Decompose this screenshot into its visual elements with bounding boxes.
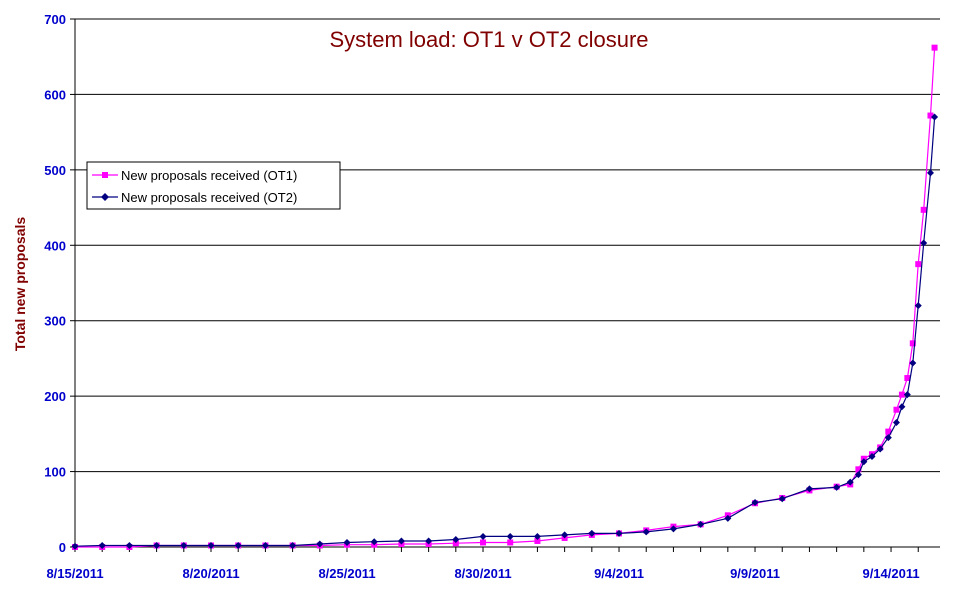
data-point-square xyxy=(507,539,514,546)
legend-swatch-ot2-marker xyxy=(101,193,109,201)
legend-label-ot2: New proposals received (OT2) xyxy=(121,190,297,205)
data-point-diamond xyxy=(697,520,705,528)
data-point-diamond xyxy=(588,529,596,537)
y-tick-label: 200 xyxy=(44,389,66,404)
data-point-diamond xyxy=(892,419,900,427)
series-layer xyxy=(71,44,939,550)
data-point-diamond xyxy=(533,532,541,540)
data-point-square xyxy=(855,466,862,473)
data-point-diamond xyxy=(926,169,934,177)
data-point-diamond xyxy=(425,537,433,545)
data-point-diamond xyxy=(868,452,876,460)
data-point-diamond xyxy=(884,434,892,442)
legend-label-ot1: New proposals received (OT1) xyxy=(121,168,297,183)
data-point-diamond xyxy=(207,541,215,549)
y-tick-label: 100 xyxy=(44,465,66,480)
data-point-square xyxy=(920,206,927,213)
chart-title: System load: OT1 v OT2 closure xyxy=(329,27,648,52)
data-point-square xyxy=(909,340,916,347)
data-point-diamond xyxy=(316,540,324,548)
data-point-diamond xyxy=(751,498,759,506)
data-point-diamond xyxy=(903,391,911,399)
data-point-square xyxy=(898,391,905,398)
data-point-diamond xyxy=(876,445,884,453)
data-point-diamond xyxy=(506,532,514,540)
x-tick-label: 8/25/2011 xyxy=(318,566,375,581)
data-point-diamond xyxy=(71,542,79,550)
data-point-square xyxy=(904,375,911,382)
data-point-diamond xyxy=(724,514,732,522)
data-point-diamond xyxy=(561,531,569,539)
y-tick-label: 600 xyxy=(44,87,66,102)
data-point-square xyxy=(885,428,892,435)
data-point-diamond xyxy=(125,541,133,549)
data-point-diamond xyxy=(452,535,460,543)
legend-swatch-ot1-marker xyxy=(102,172,108,178)
y-tick-label: 700 xyxy=(44,12,66,27)
data-point-diamond xyxy=(860,458,868,466)
x-tick-label: 8/30/2011 xyxy=(454,566,511,581)
data-point-diamond xyxy=(615,529,623,537)
data-point-square xyxy=(534,537,541,544)
data-point-diamond xyxy=(898,403,906,411)
data-point-diamond xyxy=(343,538,351,546)
y-tick-label: 400 xyxy=(44,238,66,253)
x-tick-label: 8/20/2011 xyxy=(182,566,239,581)
data-point-diamond xyxy=(289,541,297,549)
y-tick-label: 0 xyxy=(59,540,66,555)
x-tick-label: 9/14/2011 xyxy=(862,566,919,581)
data-point-diamond xyxy=(833,483,841,491)
data-point-diamond xyxy=(370,538,378,546)
x-tick-label: 9/4/2011 xyxy=(594,566,644,581)
data-point-diamond xyxy=(98,541,106,549)
data-point-diamond xyxy=(261,541,269,549)
y-axis-ticks: 0 100 200 300 400 500 600 700 xyxy=(44,12,75,555)
legend-box xyxy=(86,161,341,210)
y-axis-label: Total new proposals xyxy=(12,217,28,352)
data-point-diamond xyxy=(642,528,650,536)
data-point-diamond xyxy=(914,302,922,310)
x-tick-label: 9/9/2011 xyxy=(730,566,780,581)
data-point-diamond xyxy=(854,471,862,479)
data-point-diamond xyxy=(778,495,786,503)
data-point-diamond xyxy=(153,541,161,549)
y-tick-label: 300 xyxy=(44,314,66,329)
data-point-diamond xyxy=(805,485,813,493)
x-tick-label: 8/15/2011 xyxy=(46,566,103,581)
data-point-square xyxy=(927,112,934,119)
data-point-square xyxy=(893,406,900,413)
data-point-diamond xyxy=(846,478,854,486)
data-point-diamond xyxy=(920,239,928,247)
data-point-square xyxy=(915,261,922,268)
data-point-diamond xyxy=(931,113,939,121)
data-point-square xyxy=(931,44,938,51)
legend: New proposals received (OT1) New proposa… xyxy=(86,161,341,210)
series-ot2 xyxy=(71,113,939,550)
data-point-diamond xyxy=(180,541,188,549)
x-axis-ticks: 8/15/2011 8/20/2011 8/25/2011 8/30/2011 9/4/… xyxy=(46,547,920,581)
data-point-square xyxy=(480,539,487,546)
data-point-diamond xyxy=(479,532,487,540)
data-point-diamond xyxy=(397,537,405,545)
data-point-diamond xyxy=(909,359,917,367)
y-tick-label: 500 xyxy=(44,163,66,178)
data-point-square xyxy=(452,540,459,547)
axes xyxy=(74,19,940,548)
data-point-diamond xyxy=(669,525,677,533)
data-point-diamond xyxy=(234,541,242,549)
